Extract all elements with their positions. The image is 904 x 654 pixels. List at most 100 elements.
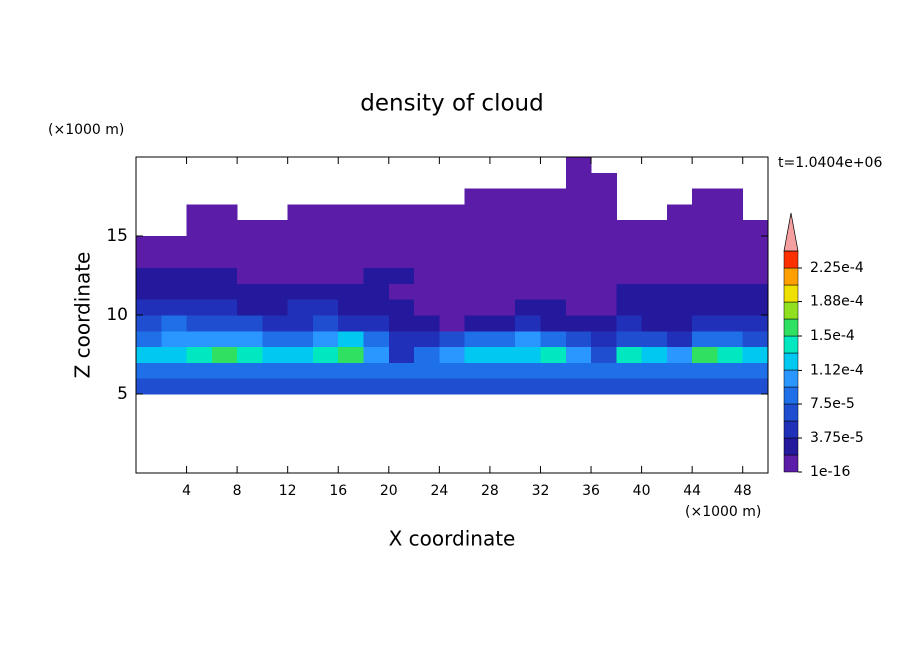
contour-cell — [692, 299, 718, 316]
contour-cell — [616, 315, 643, 332]
contour-cell — [388, 267, 415, 284]
contour-cell — [692, 283, 718, 300]
x-tick-label: 20 — [380, 483, 398, 499]
contour-cell — [211, 346, 238, 363]
contour-cell — [186, 251, 213, 269]
contour-cell — [211, 251, 238, 269]
contour-cell — [489, 378, 516, 395]
contour-cell — [237, 299, 263, 316]
colorbar-band — [783, 284, 799, 303]
contour-cell — [515, 362, 541, 379]
contour-cell — [136, 362, 162, 379]
contour-cell — [262, 378, 289, 395]
contour-cell — [161, 315, 188, 332]
contour-cell — [717, 267, 744, 284]
contour-cell — [388, 362, 415, 379]
contour-cell — [515, 346, 541, 363]
x-tick-label: 40 — [633, 483, 651, 499]
contour-cell — [591, 267, 617, 284]
contour-cell — [161, 236, 188, 253]
contour-cell — [287, 330, 314, 348]
colorbar-band — [783, 403, 799, 422]
contour-cell — [489, 220, 516, 237]
contour-cell — [464, 251, 491, 269]
contour-cell — [237, 283, 263, 300]
colorbar-tick-label: 1.12e-4 — [810, 362, 864, 378]
contour-cell — [414, 346, 440, 363]
x-tick-label: 16 — [329, 483, 347, 499]
contour-cell — [591, 204, 617, 221]
contour-cell — [616, 283, 643, 300]
contour-cell — [591, 378, 617, 395]
colorbar-band — [783, 267, 799, 286]
contour-cell — [312, 315, 339, 332]
contour-cell — [666, 378, 693, 395]
contour-cell — [591, 362, 617, 379]
contour-cell — [464, 267, 491, 284]
contour-cell — [363, 220, 390, 237]
contour-cell — [186, 267, 213, 284]
contour-cell — [262, 330, 289, 348]
contour-cell — [414, 378, 440, 395]
contour-cell — [262, 220, 289, 237]
contour-cell — [540, 236, 567, 253]
contour-cell — [717, 251, 744, 269]
colorbar-band — [783, 318, 799, 337]
contour-cell — [338, 346, 365, 363]
contour-cell — [287, 204, 314, 221]
contour-cell — [237, 346, 263, 363]
contour-cell — [186, 315, 213, 332]
contour-cell — [692, 378, 718, 395]
contour-cell — [540, 188, 567, 205]
contour-cell — [565, 204, 592, 221]
contour-cell — [616, 251, 643, 269]
contour-cell — [742, 220, 769, 237]
contour-cell — [591, 236, 617, 253]
contour-cell — [237, 315, 263, 332]
x-tick-label: 12 — [279, 483, 297, 499]
contour-cell — [717, 362, 744, 379]
contour-cell — [591, 251, 617, 269]
contour-cell — [692, 188, 718, 205]
contour-cell — [338, 251, 365, 269]
contour-cell — [464, 188, 491, 205]
contour-cell — [540, 204, 567, 221]
contour-cell — [515, 315, 541, 332]
contour-cell — [186, 236, 213, 253]
y-tick-label: 10 — [106, 305, 128, 325]
contour-cell — [489, 299, 516, 316]
contour-cell — [540, 315, 567, 332]
contour-cell — [489, 204, 516, 221]
contour-cell — [388, 251, 415, 269]
colorbar-band — [783, 352, 799, 371]
y-unit: (×1000 m) — [48, 122, 124, 138]
colorbar-extend — [783, 212, 799, 252]
contour-cell — [388, 204, 415, 221]
contour-cell — [565, 172, 592, 190]
contour-cell — [464, 299, 491, 316]
contour-cell — [439, 299, 466, 316]
contour-cell — [388, 315, 415, 332]
contour-cell — [565, 220, 592, 237]
contour-cell — [439, 330, 466, 348]
contour-cell — [161, 378, 188, 395]
contour-cell — [414, 299, 440, 316]
contour-cell — [388, 220, 415, 237]
contour-cell — [540, 283, 567, 300]
x-tick-label: 44 — [683, 483, 701, 499]
contour-cell — [312, 251, 339, 269]
contour-cell — [388, 236, 415, 253]
contour-cell — [641, 251, 668, 269]
contour-cell — [338, 362, 365, 379]
contour-cell — [692, 267, 718, 284]
contour-cell — [742, 299, 769, 316]
contour-cell — [262, 299, 289, 316]
contour-cell — [363, 204, 390, 221]
contour-cell — [287, 362, 314, 379]
contour-cell — [262, 267, 289, 284]
contour-cell — [414, 315, 440, 332]
contour-cell — [186, 220, 213, 237]
contour-cell — [717, 283, 744, 300]
contour-cell — [515, 188, 541, 205]
